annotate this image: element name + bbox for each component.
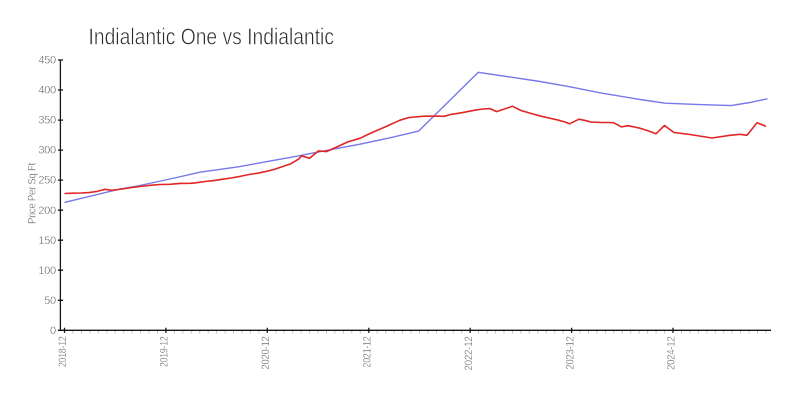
svg-text:100: 100 [38,265,56,277]
svg-text:Price Per Sq Ft: Price Per Sq Ft [27,163,39,224]
svg-text:2019-12: 2019-12 [159,336,171,367]
svg-text:300: 300 [38,145,56,157]
svg-text:Indialantic One vs Indialantic: Indialantic One vs Indialantic [89,23,335,49]
svg-text:200: 200 [38,205,56,217]
svg-text:2018-12: 2018-12 [57,336,69,367]
svg-text:2021-12: 2021-12 [362,336,374,367]
svg-text:2022-12: 2022-12 [463,336,475,370]
svg-text:450: 450 [38,55,56,67]
svg-text:250: 250 [38,175,56,187]
svg-text:2020-12: 2020-12 [260,336,272,369]
svg-text:400: 400 [38,85,56,97]
svg-text:2024-12: 2024-12 [666,336,678,370]
svg-text:0: 0 [50,325,56,337]
svg-text:50: 50 [44,295,56,307]
svg-text:150: 150 [38,235,56,247]
svg-text:350: 350 [38,115,56,127]
svg-text:2023-12: 2023-12 [564,336,576,369]
